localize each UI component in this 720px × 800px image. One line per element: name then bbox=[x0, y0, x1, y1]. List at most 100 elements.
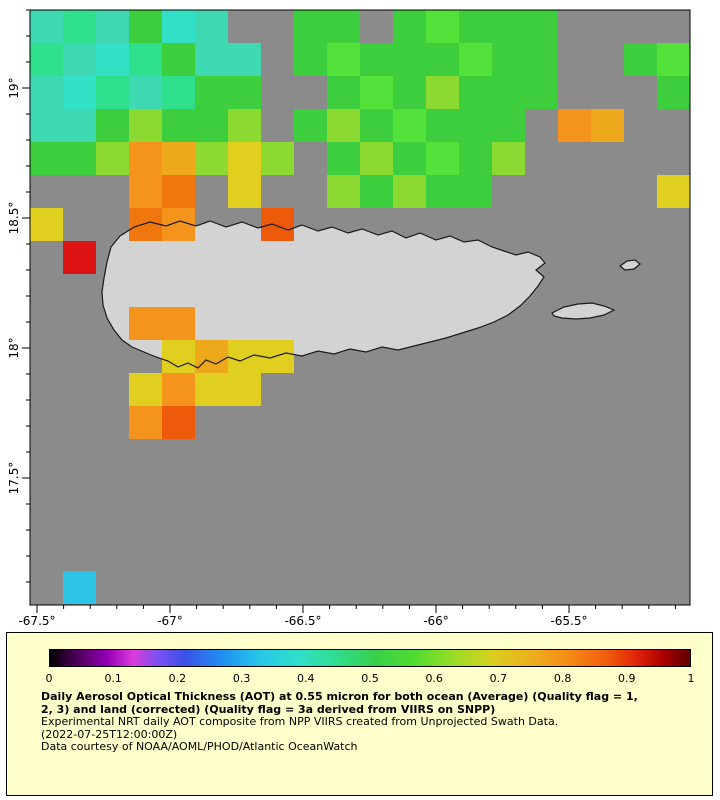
aot-cell bbox=[459, 76, 492, 109]
aot-cell bbox=[393, 109, 426, 142]
aot-cell bbox=[360, 43, 393, 76]
aot-cell bbox=[195, 43, 228, 76]
aot-cell bbox=[63, 109, 96, 142]
aot-cell bbox=[294, 109, 327, 142]
lon-label: -65.5° bbox=[550, 614, 587, 628]
aot-cell bbox=[129, 142, 162, 175]
aot-cell bbox=[558, 109, 591, 142]
aot-cell bbox=[657, 175, 690, 208]
aot-cell bbox=[30, 109, 63, 142]
lon-label: -67.5° bbox=[18, 614, 55, 628]
aot-cell bbox=[459, 175, 492, 208]
legend-title-line2: 2, 3) and land (corrected) (Quality flag… bbox=[41, 702, 496, 716]
aot-cell bbox=[657, 43, 690, 76]
aot-cell bbox=[393, 10, 426, 43]
aot-cell bbox=[624, 43, 657, 76]
aot-cell bbox=[162, 175, 195, 208]
lat-label: 17.5° bbox=[7, 462, 21, 495]
aot-cell bbox=[30, 76, 63, 109]
aot-cell bbox=[96, 109, 129, 142]
aot-cell bbox=[426, 10, 459, 43]
aot-cell bbox=[162, 307, 195, 340]
aot-cell bbox=[492, 43, 525, 76]
aot-cell bbox=[327, 109, 360, 142]
lat-label: 18° bbox=[7, 337, 21, 358]
aot-cell bbox=[96, 76, 129, 109]
aot-cell bbox=[360, 142, 393, 175]
aot-cell bbox=[228, 76, 261, 109]
legend-subtitle: Experimental NRT daily AOT composite fro… bbox=[41, 715, 559, 728]
aot-cell bbox=[459, 43, 492, 76]
aot-cell bbox=[195, 10, 228, 43]
aot-cell bbox=[63, 142, 96, 175]
aot-cell bbox=[63, 571, 96, 604]
aot-cell bbox=[294, 10, 327, 43]
aot-map: -67.5° -67° -66.5° -66° -65.5° 19° 18.5° 18° 17.… bbox=[7, 9, 691, 628]
aot-cell bbox=[195, 142, 228, 175]
aot-cell bbox=[228, 373, 261, 406]
aot-cell bbox=[162, 406, 195, 439]
aot-cell bbox=[63, 76, 96, 109]
aot-cell bbox=[129, 373, 162, 406]
aot-cell bbox=[228, 43, 261, 76]
colorbar-tick-label: 0.3 bbox=[232, 672, 251, 685]
aot-cell bbox=[195, 109, 228, 142]
aot-cell bbox=[162, 373, 195, 406]
aot-cell bbox=[492, 142, 525, 175]
legend-title-line1: Daily Aerosol Optical Thickness (AOT) at… bbox=[41, 690, 638, 703]
aot-cell bbox=[426, 43, 459, 76]
colorbar-tick-label: 0.6 bbox=[425, 672, 443, 685]
aot-cell bbox=[393, 43, 426, 76]
lat-label: 18.5° bbox=[7, 202, 21, 235]
aot-cell bbox=[129, 43, 162, 76]
colorbar-tick-label: 0.1 bbox=[104, 672, 122, 685]
colorbar-tick-label: 0.5 bbox=[361, 672, 379, 685]
aot-cell bbox=[30, 208, 63, 241]
aot-cell bbox=[459, 109, 492, 142]
colorbar-tick-label: 1 bbox=[687, 672, 695, 685]
aot-cell bbox=[129, 406, 162, 439]
colorbar-tick-label: 0.9 bbox=[618, 672, 636, 685]
aot-cell bbox=[129, 109, 162, 142]
aot-cell bbox=[327, 76, 360, 109]
aot-cell bbox=[525, 10, 558, 43]
aot-cell bbox=[96, 142, 129, 175]
aot-cell bbox=[657, 76, 690, 109]
colorbar-tick-label: 0.8 bbox=[553, 672, 572, 685]
aot-cell bbox=[162, 10, 195, 43]
legend-credit: Data courtesy of NOAA/AOML/PHOD/Atlantic… bbox=[41, 740, 358, 753]
aot-cell bbox=[327, 142, 360, 175]
aot-cell bbox=[228, 175, 261, 208]
aot-cell bbox=[228, 109, 261, 142]
aot-cell bbox=[195, 373, 228, 406]
aot-cell bbox=[327, 175, 360, 208]
island-puerto-rico bbox=[102, 221, 545, 368]
aot-cell bbox=[426, 76, 459, 109]
aot-cell bbox=[393, 142, 426, 175]
aot-cell bbox=[294, 43, 327, 76]
coastline-culebra bbox=[619, 259, 641, 271]
aot-cell bbox=[162, 109, 195, 142]
aot-cell bbox=[327, 10, 360, 43]
aot-cell bbox=[162, 340, 195, 373]
aot-cell bbox=[393, 76, 426, 109]
aot-cell bbox=[327, 43, 360, 76]
aot-cell bbox=[492, 76, 525, 109]
legend-timestamp: (2022-07-25T12:00:00Z) bbox=[41, 727, 178, 741]
aot-cell bbox=[63, 10, 96, 43]
aot-cell bbox=[195, 340, 228, 373]
coastline-vieques bbox=[551, 302, 616, 320]
colorbar-tick-label: 0 bbox=[45, 672, 53, 685]
aot-cell bbox=[129, 175, 162, 208]
aot-cell bbox=[162, 43, 195, 76]
coastline-puerto-rico bbox=[101, 220, 546, 369]
lon-label: -66° bbox=[423, 614, 449, 628]
aot-cell bbox=[63, 43, 96, 76]
aot-cell bbox=[261, 142, 294, 175]
aot-cell bbox=[492, 10, 525, 43]
aot-cell bbox=[228, 340, 261, 373]
colorbar-tick-label: 0.7 bbox=[489, 672, 508, 685]
aot-cell bbox=[30, 142, 63, 175]
aot-cell bbox=[261, 340, 294, 373]
aot-cell bbox=[459, 10, 492, 43]
